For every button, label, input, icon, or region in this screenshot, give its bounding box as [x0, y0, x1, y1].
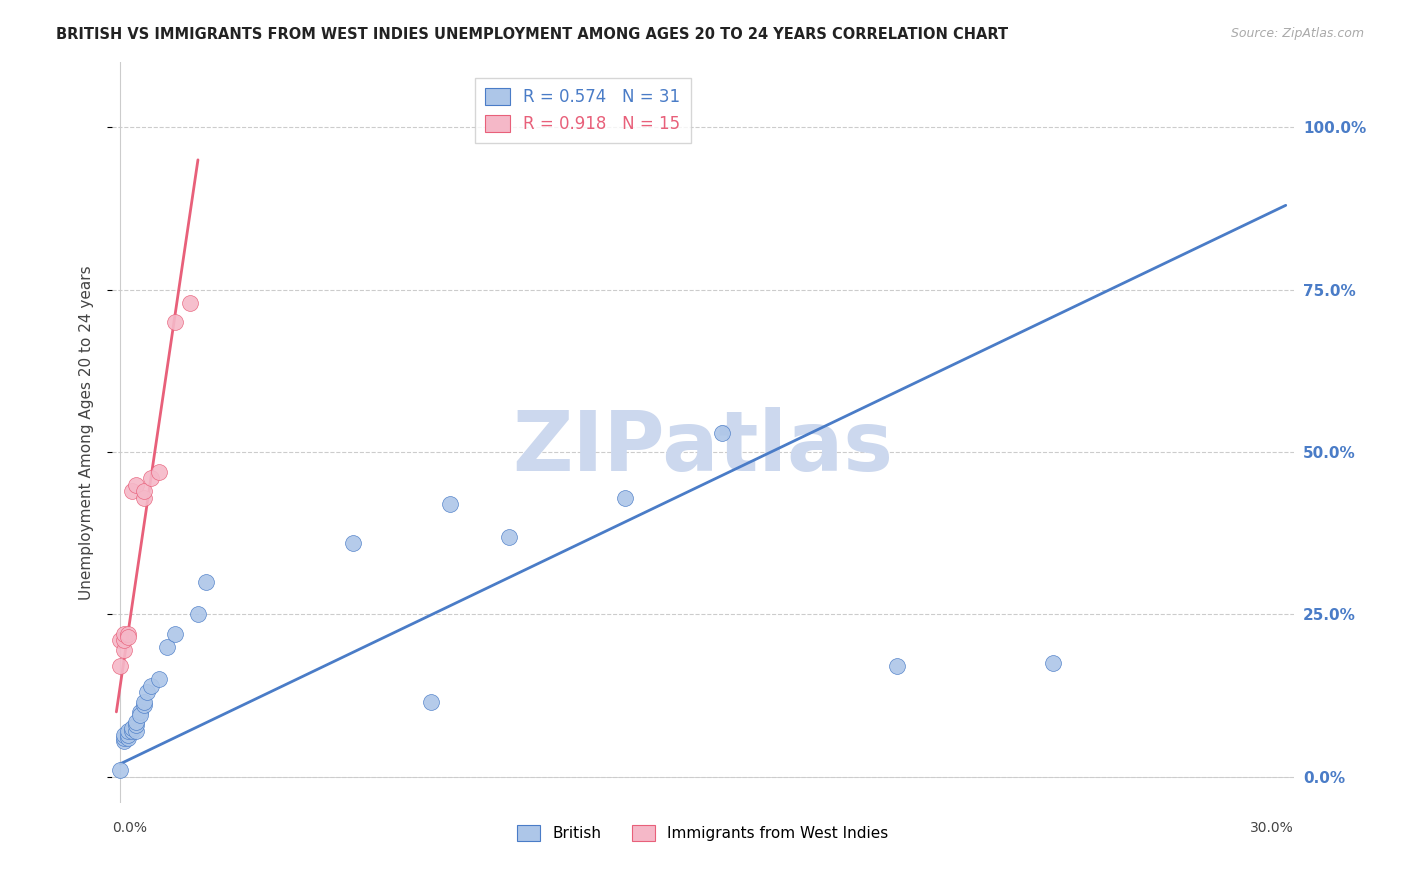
- Point: [112, 627, 135, 641]
- Point: [132, 491, 155, 505]
- Point: [136, 685, 159, 699]
- Point: [125, 477, 148, 491]
- Point: [342, 536, 364, 550]
- Point: [886, 659, 908, 673]
- Text: Source: ZipAtlas.com: Source: ZipAtlas.com: [1230, 27, 1364, 40]
- Point: [110, 659, 132, 673]
- Point: [117, 728, 139, 742]
- Legend: British, Immigrants from West Indies: British, Immigrants from West Indies: [512, 819, 894, 847]
- Point: [141, 679, 163, 693]
- Point: [112, 731, 135, 745]
- Point: [117, 630, 139, 644]
- Point: [148, 673, 170, 687]
- Point: [125, 724, 148, 739]
- Point: [439, 497, 461, 511]
- Point: [112, 643, 135, 657]
- Text: BRITISH VS IMMIGRANTS FROM WEST INDIES UNEMPLOYMENT AMONG AGES 20 TO 24 YEARS CO: BRITISH VS IMMIGRANTS FROM WEST INDIES U…: [56, 27, 1008, 42]
- Text: 30.0%: 30.0%: [1250, 822, 1294, 835]
- Point: [498, 529, 520, 543]
- Point: [112, 633, 135, 648]
- Point: [117, 724, 139, 739]
- Point: [179, 295, 201, 310]
- Point: [148, 465, 170, 479]
- Point: [112, 728, 135, 742]
- Point: [117, 627, 139, 641]
- Point: [117, 731, 139, 745]
- Point: [121, 721, 143, 735]
- Point: [128, 708, 150, 723]
- Point: [711, 425, 734, 440]
- Point: [194, 574, 217, 589]
- Point: [132, 484, 155, 499]
- Point: [420, 695, 443, 709]
- Point: [125, 718, 148, 732]
- Point: [163, 315, 186, 329]
- Point: [614, 491, 637, 505]
- Point: [1042, 656, 1064, 670]
- Point: [187, 607, 209, 622]
- Point: [132, 698, 155, 713]
- Point: [112, 734, 135, 748]
- Point: [121, 484, 143, 499]
- Point: [110, 764, 132, 778]
- Point: [141, 471, 163, 485]
- Point: [121, 724, 143, 739]
- Point: [128, 705, 150, 719]
- Point: [110, 633, 132, 648]
- Text: 0.0%: 0.0%: [112, 822, 148, 835]
- Text: ZIPatlas: ZIPatlas: [513, 407, 893, 488]
- Y-axis label: Unemployment Among Ages 20 to 24 years: Unemployment Among Ages 20 to 24 years: [79, 265, 94, 600]
- Point: [132, 695, 155, 709]
- Point: [156, 640, 179, 654]
- Point: [125, 714, 148, 729]
- Point: [163, 627, 186, 641]
